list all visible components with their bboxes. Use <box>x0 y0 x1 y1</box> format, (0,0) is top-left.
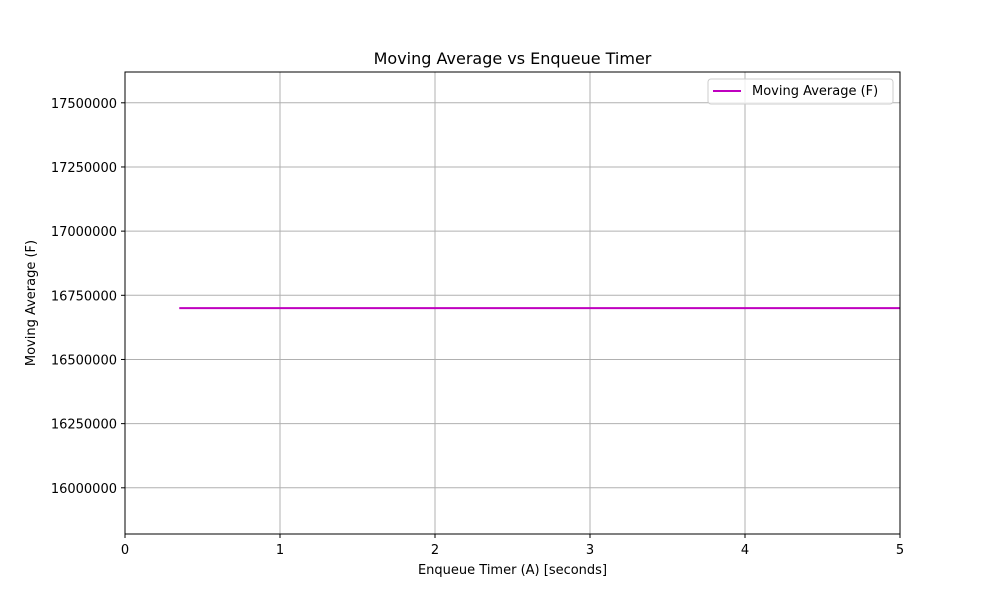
y-tick-label: 16250000 <box>51 418 117 433</box>
x-tick-label: 4 <box>741 543 749 558</box>
y-axis-ticks: 16000000 16250000 16500000 16750000 17000000… <box>51 97 125 497</box>
x-tick-label: 5 <box>896 543 904 558</box>
y-tick-label: 16000000 <box>51 482 117 497</box>
legend-box <box>707 78 894 105</box>
x-tick-label: 0 <box>121 543 129 558</box>
legend-label-moving-average: Moving Average (F) <box>752 84 878 99</box>
legend: Moving Average (F) <box>707 78 894 105</box>
y-tick-label: 17500000 <box>51 97 117 112</box>
chart-title: Moving Average vs Enqueue Timer <box>374 49 652 68</box>
y-tick-label: 17250000 <box>51 161 117 176</box>
y-tick-label: 16500000 <box>51 353 117 368</box>
y-axis-label: Moving Average (F) <box>24 240 39 366</box>
x-tick-label: 2 <box>431 543 439 558</box>
y-tick-label: 16750000 <box>51 289 117 304</box>
grid-lines <box>124 72 901 534</box>
plot-area-frame <box>124 71 901 535</box>
y-tick-label: 17000000 <box>51 225 117 240</box>
x-tick-label: 1 <box>276 543 284 558</box>
x-axis-ticks: 0 1 2 3 4 5 <box>121 534 904 558</box>
x-tick-label: 3 <box>586 543 594 558</box>
x-axis-label: Enqueue Timer (A) [seconds] <box>418 563 607 578</box>
